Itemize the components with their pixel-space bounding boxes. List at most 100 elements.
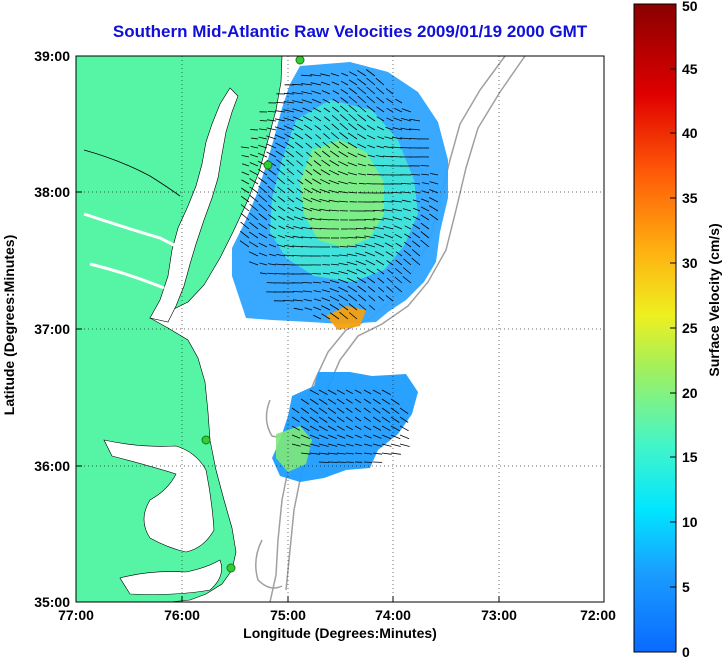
colorbar-tick-label: 50 — [682, 0, 698, 14]
current-vector — [287, 197, 295, 203]
current-vector — [283, 300, 295, 302]
current-vector — [286, 159, 295, 167]
current-vector — [339, 122, 349, 131]
current-vector — [240, 195, 250, 203]
current-vector — [429, 197, 439, 203]
current-vector — [300, 246, 313, 248]
current-vector — [319, 198, 331, 203]
current-vector — [412, 232, 421, 239]
current-vector — [400, 183, 412, 185]
current-vector — [381, 389, 391, 395]
current-vector — [291, 443, 301, 447]
current-vector — [345, 398, 353, 404]
current-vector — [292, 255, 304, 257]
current-vector — [332, 90, 340, 95]
current-vector — [301, 216, 313, 221]
current-vector — [283, 117, 295, 122]
current-vector — [421, 190, 430, 194]
current-vector — [300, 452, 311, 455]
current-vector — [292, 108, 304, 113]
current-vector — [283, 109, 295, 113]
current-vector — [346, 261, 358, 266]
current-vector — [301, 226, 313, 230]
current-vector — [328, 169, 340, 176]
colorbar-tick-label: 25 — [682, 320, 698, 336]
current-vector — [276, 168, 286, 176]
current-vector — [378, 295, 385, 302]
current-vector — [392, 217, 403, 221]
current-vector — [267, 111, 277, 113]
current-vector — [296, 169, 304, 176]
current-vector — [356, 268, 367, 275]
current-vector — [319, 218, 331, 221]
current-vector — [330, 263, 340, 266]
current-vector — [365, 69, 376, 77]
current-vector — [310, 207, 322, 212]
current-vector — [327, 452, 338, 455]
current-vector — [301, 83, 313, 86]
current-vector — [248, 241, 259, 248]
current-vector — [392, 127, 403, 131]
current-vector — [381, 407, 391, 414]
current-vector — [363, 425, 372, 431]
current-vector — [275, 102, 286, 104]
current-vector — [286, 168, 295, 176]
radar-station — [295, 56, 305, 65]
current-vector — [291, 434, 301, 439]
current-vector — [402, 199, 412, 203]
current-vector — [399, 147, 412, 149]
colorbar-label: Surface Velocity (cm/s) — [706, 223, 722, 376]
current-vector — [248, 231, 259, 239]
current-vector — [300, 398, 310, 405]
current-vector — [347, 245, 358, 248]
current-vector — [311, 98, 322, 104]
current-vector — [381, 452, 392, 455]
current-vector — [357, 285, 367, 293]
current-vector — [430, 173, 439, 176]
current-vector — [321, 313, 331, 320]
current-vector — [393, 117, 403, 122]
current-vector — [374, 164, 385, 167]
current-vector — [338, 294, 349, 302]
current-vector — [250, 129, 259, 131]
current-vector — [412, 240, 421, 248]
current-vector — [364, 227, 376, 230]
current-vector — [302, 207, 313, 212]
current-vector — [328, 199, 340, 203]
current-vector — [338, 190, 349, 194]
current-vector — [340, 105, 349, 113]
current-vector — [336, 416, 345, 423]
current-vector — [336, 434, 346, 439]
current-vector — [363, 407, 371, 414]
current-vector — [355, 244, 367, 248]
current-vector — [366, 277, 376, 284]
current-vector — [332, 106, 340, 113]
current-vector — [276, 177, 286, 185]
current-vector — [301, 74, 313, 77]
current-vector — [340, 80, 349, 86]
current-vector — [276, 244, 286, 248]
current-vector — [390, 434, 401, 440]
current-vector — [338, 141, 349, 149]
current-vector — [373, 226, 385, 230]
current-vector — [312, 281, 322, 284]
current-vector — [346, 253, 358, 257]
current-vector — [403, 258, 412, 266]
current-vector — [249, 170, 259, 176]
current-vector — [284, 133, 295, 140]
current-vector — [395, 259, 403, 266]
current-vector — [404, 225, 412, 230]
current-vector — [321, 90, 331, 95]
current-vector — [345, 443, 354, 447]
current-vector — [323, 116, 331, 122]
current-vector — [301, 99, 313, 104]
current-vector — [249, 221, 259, 230]
colorbar-tick-label: 20 — [682, 385, 698, 401]
current-vector — [394, 276, 403, 284]
current-vector — [320, 169, 331, 176]
current-vector — [386, 286, 394, 293]
current-vector — [301, 91, 313, 95]
current-vector — [294, 141, 304, 149]
current-vector — [390, 452, 401, 455]
